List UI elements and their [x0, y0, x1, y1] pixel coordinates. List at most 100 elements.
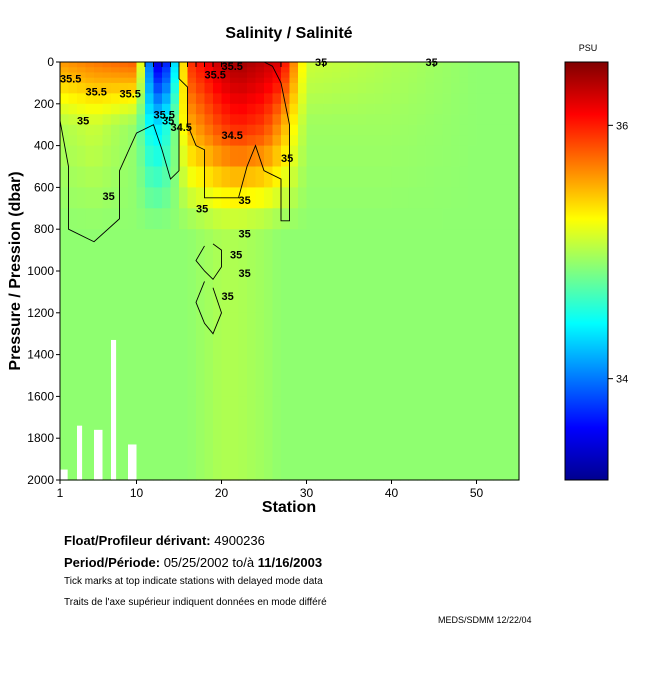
field-cell: [434, 135, 444, 147]
field-cell: [434, 72, 444, 79]
field-cell: [179, 82, 189, 94]
field-cell: [136, 229, 146, 272]
field-cell: [315, 396, 325, 481]
field-cell: [459, 145, 469, 168]
field-cell: [255, 72, 265, 79]
field-cell: [179, 77, 189, 84]
field-cell: [128, 93, 138, 105]
field-cell: [442, 82, 452, 94]
field-cell: [85, 93, 95, 105]
field-cell: [459, 67, 469, 74]
field-cell: [289, 187, 299, 209]
field-cell: [408, 124, 418, 136]
field-cell: [162, 77, 172, 84]
field-cell: [485, 77, 495, 84]
field-cell: [332, 77, 342, 84]
contour-label: 34.5: [222, 130, 243, 142]
field-cell: [187, 208, 197, 230]
field-cell: [434, 396, 444, 481]
field-cell: [170, 135, 180, 147]
field-cell: [374, 62, 384, 68]
field-cell: [153, 93, 163, 105]
field-cell: [425, 103, 435, 115]
field-cell: [272, 229, 282, 272]
contour-label: 35: [426, 57, 438, 69]
field-cell: [383, 114, 393, 126]
field-cell: [332, 312, 342, 397]
field-cell: [85, 187, 95, 209]
x-tick-label: 50: [470, 486, 484, 500]
field-cell: [281, 62, 291, 68]
field-cell: [170, 77, 180, 84]
field-cell: [459, 166, 469, 188]
field-cell: [128, 166, 138, 188]
field-cell: [128, 396, 138, 481]
field-cell: [391, 77, 401, 84]
field-cell: [196, 145, 206, 168]
field-cell: [459, 187, 469, 209]
field-cell: [417, 114, 427, 126]
x-axis-label: Station: [262, 499, 316, 516]
field-cell: [204, 82, 214, 94]
field-cell: [221, 145, 231, 168]
field-cell: [153, 145, 163, 168]
period-end: 11/16/2003: [257, 555, 323, 570]
contour-label: 35: [239, 268, 251, 280]
field-cell: [315, 62, 325, 68]
field-cell: [238, 67, 248, 74]
field-cell: [102, 67, 112, 74]
field-cell: [136, 103, 146, 115]
field-cell: [434, 229, 444, 272]
field-cell: [510, 166, 520, 188]
field-cell: [434, 67, 444, 74]
y-tick-label: 600: [34, 180, 54, 194]
field-cell: [136, 72, 146, 79]
field-cell: [196, 135, 206, 147]
field-cell: [451, 229, 461, 272]
field-cell: [289, 145, 299, 168]
field-cell: [425, 114, 435, 126]
field-cell: [247, 187, 257, 209]
float-id: 4900236: [214, 533, 265, 548]
field-cell: [221, 103, 231, 115]
field-cell: [77, 135, 87, 147]
field-cell: [502, 271, 512, 314]
field-cell: [476, 103, 486, 115]
field-cell: [417, 72, 427, 79]
field-cell: [332, 103, 342, 115]
field-cell: [408, 187, 418, 209]
field-cell: [391, 271, 401, 314]
field-cell: [128, 62, 138, 68]
field-cell: [85, 72, 95, 79]
field-cell: [170, 187, 180, 209]
field-cell: [255, 166, 265, 188]
field-cell: [298, 166, 308, 188]
field-cell: [238, 72, 248, 79]
field-cell: [366, 82, 376, 94]
field-cell: [68, 77, 78, 84]
field-cell: [230, 77, 240, 84]
field-cell: [119, 135, 129, 147]
field-cell: [264, 145, 274, 168]
field-cell: [213, 77, 223, 84]
field-cell: [153, 62, 163, 68]
field-cell: [68, 82, 78, 94]
field-cell: [204, 166, 214, 188]
field-cell: [128, 135, 138, 147]
field-cell: [323, 124, 333, 136]
field-cell: [349, 271, 359, 314]
field-cell: [451, 208, 461, 230]
field-cell: [510, 72, 520, 79]
contour-label: 35.5: [154, 109, 175, 121]
field-cell: [60, 77, 70, 84]
field-cell: [213, 229, 223, 272]
field-cell: [77, 229, 87, 272]
field-cell: [77, 208, 87, 230]
field-cell: [357, 396, 367, 481]
field-cell: [68, 145, 78, 168]
field-cell: [468, 208, 478, 230]
field-cell: [476, 62, 486, 68]
y-tick-label: 400: [34, 139, 54, 153]
field-cell: [119, 396, 129, 481]
field-cell: [298, 312, 308, 397]
